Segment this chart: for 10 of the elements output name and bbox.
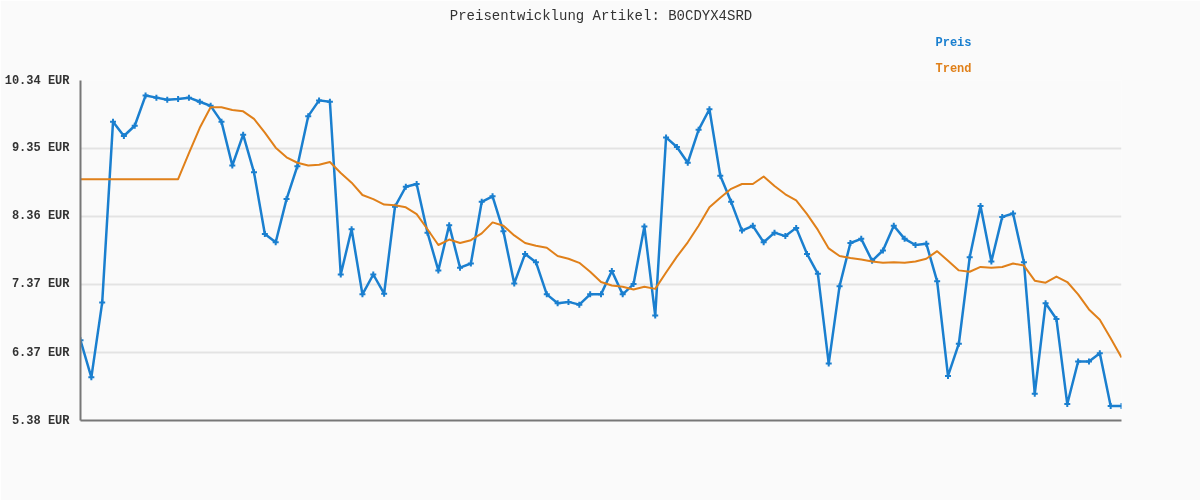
y-tick-label: 9.35 EUR xyxy=(11,141,71,156)
y-tick-label: 8.36 EUR xyxy=(11,209,71,224)
text: Preis xyxy=(935,35,972,50)
line-series xyxy=(80,106,1122,359)
y-tick-label: 5.38 EUR xyxy=(11,413,71,428)
chart-title: Preisentwicklung Artikel: B0CDYX4SRD xyxy=(449,7,753,24)
y-tick-label: 7.37 EUR xyxy=(11,277,71,292)
text: Trend xyxy=(935,61,972,76)
y-tick-label: 6.37 EUR xyxy=(11,345,71,360)
y-tick-label: 10.34 EUR xyxy=(4,73,71,88)
